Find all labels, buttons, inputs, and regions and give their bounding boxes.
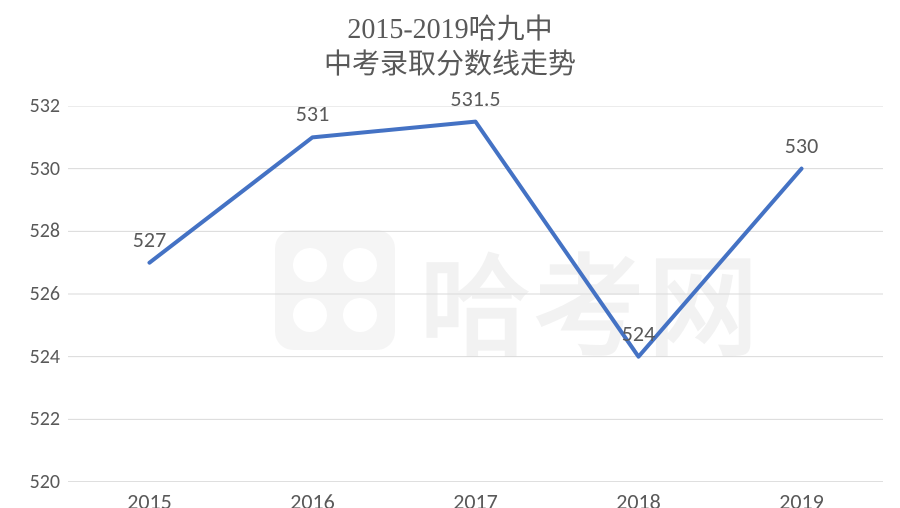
data-label: 524 [622, 320, 655, 347]
line-chart: 哈考网 2015-2019哈九中 中考录取分数线走势 5205225245265… [0, 0, 900, 508]
ytick-label: 526 [12, 282, 60, 306]
data-label: 531 [296, 100, 329, 127]
xtick-label: 2015 [127, 488, 172, 508]
data-label: 531.5 [450, 85, 500, 112]
ytick-label: 532 [12, 94, 60, 118]
xtick-label: 2018 [616, 488, 661, 508]
data-label: 530 [785, 132, 818, 159]
xtick-label: 2019 [779, 488, 824, 508]
xtick-label: 2017 [453, 488, 498, 508]
chart-title: 2015-2019哈九中 中考录取分数线走势 [0, 12, 900, 82]
plot-area [68, 106, 883, 482]
ytick-label: 528 [12, 219, 60, 243]
ytick-label: 530 [12, 157, 60, 181]
data-label: 527 [133, 226, 166, 253]
chart-svg [68, 106, 883, 482]
chart-title-line1: 2015-2019哈九中 [0, 12, 900, 47]
series-line [150, 122, 802, 357]
ytick-label: 522 [12, 407, 60, 431]
ytick-label: 520 [12, 470, 60, 494]
xtick-label: 2016 [290, 488, 335, 508]
chart-title-line2: 中考录取分数线走势 [0, 47, 900, 82]
ytick-label: 524 [12, 345, 60, 369]
